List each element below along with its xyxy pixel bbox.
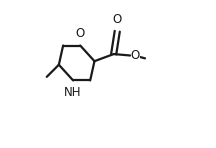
Text: O: O bbox=[131, 49, 140, 62]
Text: O: O bbox=[76, 27, 85, 40]
Text: NH: NH bbox=[64, 86, 82, 99]
Text: O: O bbox=[113, 13, 122, 26]
